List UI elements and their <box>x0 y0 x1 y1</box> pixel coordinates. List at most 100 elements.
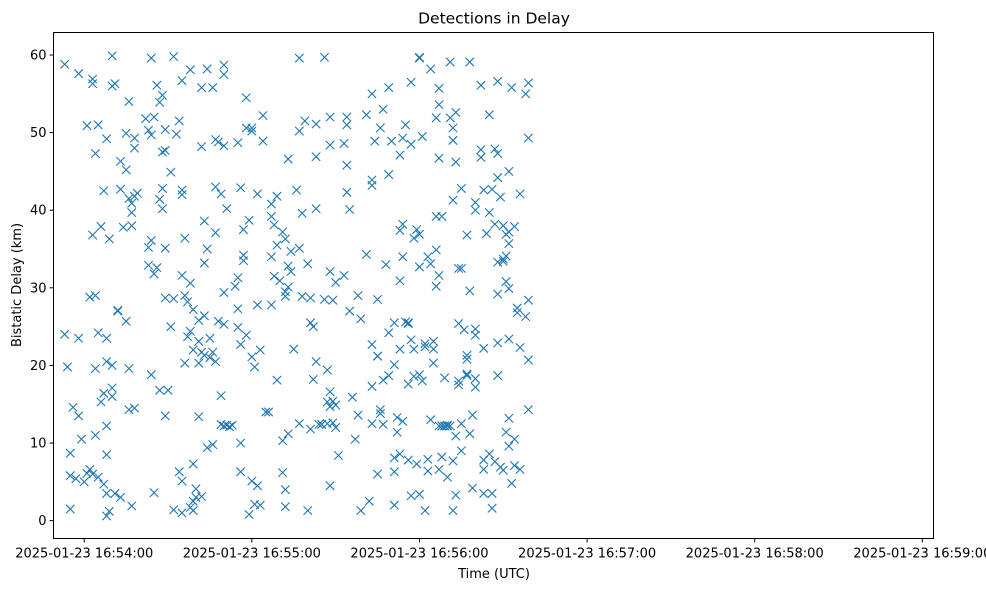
data-point <box>523 133 534 143</box>
data-point <box>409 371 419 381</box>
data-point <box>205 353 215 363</box>
data-point <box>453 380 464 390</box>
data-point <box>395 449 405 459</box>
data-point <box>504 239 514 249</box>
data-point <box>305 318 316 328</box>
data-point <box>423 252 433 262</box>
data-point <box>79 477 89 487</box>
data-point <box>325 401 335 412</box>
data-point <box>99 186 109 196</box>
data-point <box>406 77 416 87</box>
x-axis: 2025-01-23 16:54:00 2025-01-23 16:55:00 20… <box>15 538 986 562</box>
data-point <box>493 370 503 381</box>
data-point <box>202 244 212 254</box>
data-point <box>417 131 427 142</box>
data-point <box>398 416 408 426</box>
data-point <box>325 266 335 277</box>
data-point <box>127 207 137 218</box>
data-point <box>208 83 218 93</box>
data-point <box>266 199 276 209</box>
data-point <box>470 382 480 392</box>
data-point <box>236 339 246 350</box>
data-point <box>149 112 159 122</box>
data-point <box>501 277 511 287</box>
data-point <box>428 358 439 368</box>
data-point <box>194 412 204 422</box>
data-point <box>210 356 221 367</box>
data-point <box>504 166 514 177</box>
data-point <box>521 89 531 99</box>
data-point <box>180 233 190 243</box>
data-point <box>367 419 377 429</box>
data-point <box>434 83 444 93</box>
data-point <box>90 363 100 374</box>
data-point <box>127 501 137 511</box>
data-point <box>392 412 402 423</box>
data-point <box>509 434 520 444</box>
data-point <box>328 396 338 406</box>
data-point <box>470 374 480 384</box>
data-point <box>495 192 506 202</box>
data-point <box>280 234 290 244</box>
data-point <box>451 490 461 500</box>
data-point <box>509 460 520 471</box>
data-point <box>303 505 313 516</box>
data-point <box>236 467 246 477</box>
data-point <box>241 330 251 340</box>
data-point <box>247 123 257 133</box>
data-point <box>420 339 430 349</box>
data-point <box>266 300 276 310</box>
chart-title: Detections in Delay <box>418 10 570 28</box>
data-point <box>101 134 112 144</box>
data-point <box>319 52 330 62</box>
data-point <box>462 350 472 360</box>
data-point <box>129 143 140 153</box>
data-point <box>283 261 293 271</box>
data-point <box>331 400 341 410</box>
data-point <box>448 456 458 466</box>
data-point <box>280 485 290 495</box>
data-point <box>448 135 458 145</box>
data-point <box>188 304 198 315</box>
data-point <box>487 488 497 499</box>
data-point <box>157 90 168 100</box>
data-point <box>286 246 296 256</box>
data-point <box>476 145 486 155</box>
data-point <box>420 342 430 352</box>
data-point <box>230 281 240 291</box>
data-point <box>378 104 388 114</box>
data-point <box>247 476 257 486</box>
data-point <box>523 295 534 305</box>
data-point <box>224 422 235 432</box>
data-point <box>467 483 478 493</box>
data-point <box>157 204 168 214</box>
data-point <box>194 358 204 368</box>
data-point <box>93 120 103 130</box>
data-point <box>400 120 411 130</box>
data-point <box>493 148 503 159</box>
data-point <box>202 64 212 74</box>
data-point <box>470 197 480 208</box>
data-point <box>372 351 383 361</box>
data-point <box>216 189 226 199</box>
data-point <box>60 59 70 69</box>
data-point <box>345 204 355 215</box>
data-point <box>431 281 441 291</box>
x-tick-label: 2025-01-23 16:56:00 <box>350 547 488 562</box>
data-point <box>470 205 480 215</box>
data-point <box>152 263 162 273</box>
data-point <box>194 315 204 326</box>
data-point <box>414 370 425 380</box>
data-point <box>146 53 156 63</box>
x-tick-label: 2025-01-23 16:59:00 <box>853 547 986 562</box>
data-point <box>272 191 282 201</box>
data-point <box>490 144 500 154</box>
data-point <box>523 355 534 365</box>
data-point <box>372 469 383 479</box>
data-point <box>199 258 209 268</box>
data-point <box>277 227 288 237</box>
data-point <box>74 69 84 79</box>
data-point <box>174 116 184 126</box>
data-point <box>305 293 316 303</box>
data-point <box>177 508 187 518</box>
